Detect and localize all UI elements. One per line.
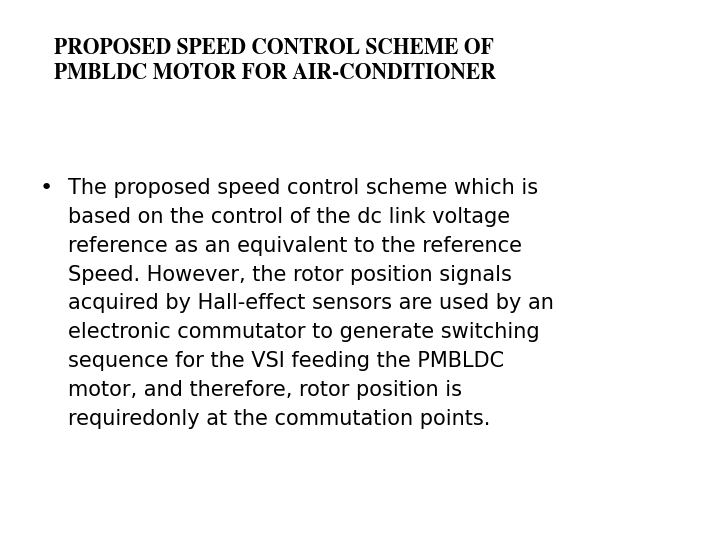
Text: •: • [40, 178, 53, 198]
Text: The proposed speed control scheme which is
based on the control of the dc link v: The proposed speed control scheme which … [68, 178, 554, 429]
Text: PROPOSED SPEED CONTROL SCHEME OF
PMBLDC MOTOR FOR AIR-CONDITIONER: PROPOSED SPEED CONTROL SCHEME OF PMBLDC … [54, 38, 496, 84]
